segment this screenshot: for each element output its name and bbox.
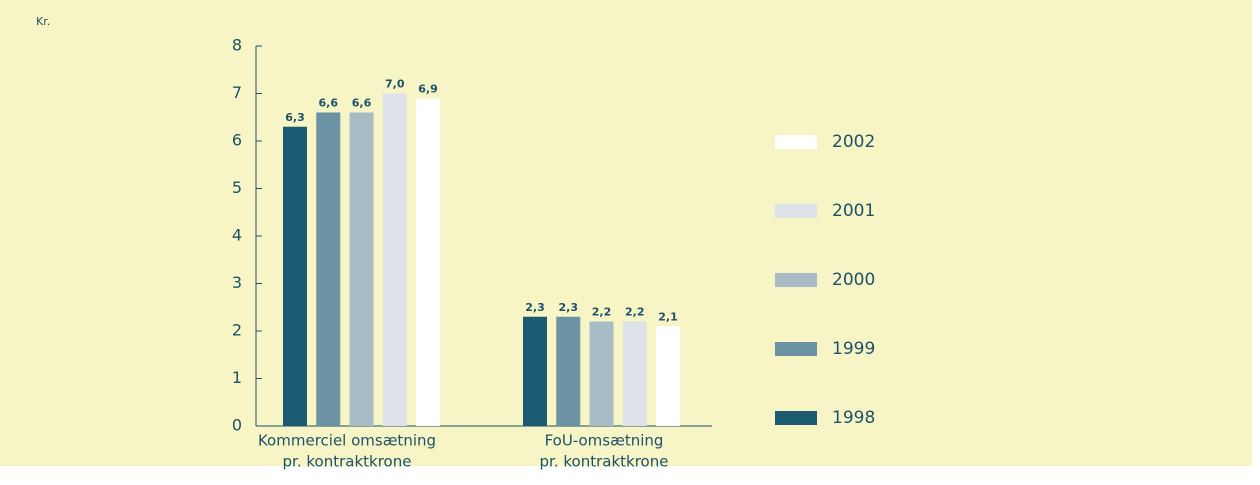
bar	[416, 98, 440, 426]
value-label: 2,2	[592, 306, 612, 319]
bar	[556, 316, 581, 426]
x-tick-label: Kommerciel omsætning	[258, 432, 436, 450]
value-label: 2,3	[559, 301, 579, 314]
y-axis-label: Kr.	[36, 15, 50, 28]
legend-swatch	[775, 135, 817, 149]
value-label: 2,1	[658, 310, 678, 323]
legend-swatch	[775, 342, 817, 356]
value-label: 2,3	[525, 301, 545, 314]
y-tick-label: 0	[232, 416, 242, 435]
value-label: 7,0	[385, 78, 405, 91]
legend-swatch	[775, 204, 817, 218]
y-tick-label: 7	[232, 83, 242, 102]
bar	[283, 126, 307, 426]
bar	[622, 321, 647, 426]
value-label: 2,2	[625, 306, 645, 319]
value-label: 6,6	[319, 97, 339, 110]
y-tick-label: 5	[232, 178, 242, 197]
value-label: 6,9	[418, 82, 438, 95]
y-tick-label: 3	[232, 273, 242, 292]
legend-label: 2001	[832, 201, 875, 221]
y-tick-label: 4	[232, 226, 242, 245]
legend-swatch	[775, 411, 817, 425]
y-tick-label: 8	[232, 36, 242, 55]
y-tick-label: 1	[232, 368, 242, 387]
value-label: 6,6	[352, 97, 372, 110]
x-tick-label: pr. kontraktkrone	[540, 453, 669, 471]
bar	[316, 112, 341, 426]
legend-label: 1998	[832, 408, 875, 428]
bar	[523, 316, 547, 426]
bar	[382, 93, 407, 426]
legend-swatch	[775, 273, 817, 287]
x-tick-label: pr. kontraktkrone	[283, 453, 412, 471]
y-tick-label: 6	[232, 131, 242, 150]
value-label: 6,3	[285, 111, 305, 124]
legend-label: 2000	[832, 270, 875, 290]
bar	[589, 321, 614, 426]
y-tick-label: 2	[232, 321, 242, 340]
bar	[349, 112, 374, 426]
bar	[656, 326, 680, 426]
legend-label: 1999	[832, 339, 875, 359]
x-tick-label: FoU-omsætning	[545, 432, 664, 450]
legend-label: 2002	[832, 132, 875, 152]
